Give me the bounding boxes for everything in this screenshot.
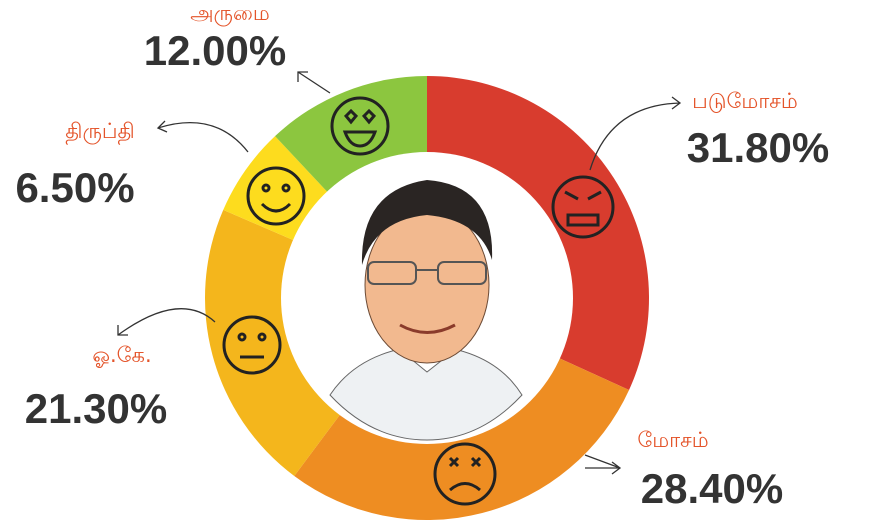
value-label: 12.00%	[144, 27, 286, 74]
sad-icon	[433, 442, 497, 506]
value-label: 21.30%	[25, 385, 167, 432]
category-label: அருமை	[190, 1, 270, 26]
neutral-icon	[222, 315, 282, 375]
category-label: படுமோசம்	[692, 89, 798, 113]
value-label: 28.40%	[641, 465, 783, 512]
smile-icon	[246, 166, 306, 226]
value-label: 6.50%	[15, 164, 134, 211]
category-label: மோசம்	[637, 428, 708, 452]
angry-icon	[551, 175, 615, 239]
emoji-icons	[222, 96, 615, 506]
arrows	[117, 71, 682, 475]
love-icon	[330, 96, 390, 156]
donut-segment	[275, 76, 427, 196]
donut-segment	[427, 76, 649, 390]
category-label: ஓ.கே.	[92, 343, 151, 368]
category-label: திருப்தி	[65, 119, 135, 145]
donut-segment	[204, 209, 344, 476]
portrait	[329, 180, 523, 441]
value-label: 31.80%	[687, 124, 829, 171]
donut-segment	[223, 136, 332, 243]
